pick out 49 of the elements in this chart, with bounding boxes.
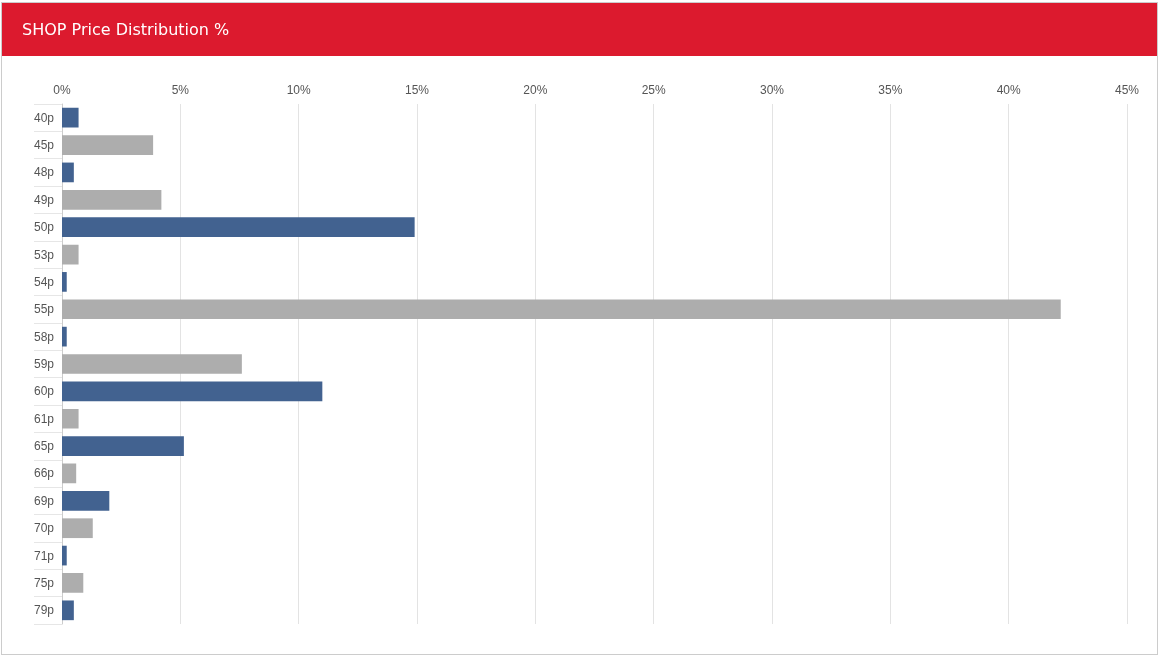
bar	[62, 354, 242, 374]
bar	[62, 490, 110, 511]
chart-title: SHOP Price Distribution %	[2, 3, 1157, 56]
bar	[62, 272, 67, 292]
y-tick-label: 45p	[33, 138, 55, 153]
bar	[62, 326, 67, 347]
bar	[62, 545, 67, 566]
bar	[62, 573, 84, 593]
bar	[62, 162, 74, 183]
y-tick-label: 70p	[33, 521, 55, 536]
y-tick-label: 75p	[33, 575, 55, 590]
y-tick-label: 79p	[33, 603, 55, 618]
bar	[62, 189, 162, 210]
bar	[62, 600, 74, 621]
y-tick-label: 53p	[33, 247, 55, 262]
bar	[62, 217, 415, 238]
y-tick-label: 71p	[33, 548, 55, 563]
x-tick-label: 25%	[641, 83, 666, 97]
x-tick-label: 30%	[759, 83, 785, 97]
y-tick-label: 66p	[33, 466, 55, 481]
y-tick-label: 60p	[33, 384, 55, 399]
y-tick-label: 69p	[33, 493, 55, 508]
y-tick-label: 58p	[33, 329, 55, 344]
y-tick-label: 55p	[33, 302, 55, 317]
bar	[62, 518, 93, 539]
y-tick-label: 65p	[33, 439, 55, 454]
bar	[62, 408, 79, 429]
bar	[62, 244, 79, 265]
bar	[62, 107, 79, 128]
x-tick-label: 20%	[523, 83, 548, 97]
y-tick-label: 49p	[33, 192, 55, 207]
bar	[62, 381, 323, 402]
y-tick-label: 48p	[33, 165, 55, 180]
y-tick-label: 40p	[33, 110, 55, 125]
bar	[62, 135, 154, 155]
bar	[62, 299, 1061, 320]
x-tick-label: 15%	[404, 83, 430, 97]
x-tick-label: 40%	[996, 83, 1021, 97]
y-tick-label: 50p	[33, 220, 55, 235]
x-tick-label: 10%	[286, 83, 311, 97]
x-tick-label: 45%	[1114, 83, 1140, 97]
x-tick-label: 35%	[878, 83, 903, 97]
y-tick-label: 59p	[33, 357, 55, 371]
x-tick-label: 0%	[53, 83, 71, 97]
bar	[62, 436, 184, 456]
x-tick-label: 5%	[171, 83, 190, 97]
bar	[62, 463, 77, 484]
y-tick-label: 54p	[33, 274, 55, 289]
y-tick-label: 61p	[33, 411, 55, 426]
